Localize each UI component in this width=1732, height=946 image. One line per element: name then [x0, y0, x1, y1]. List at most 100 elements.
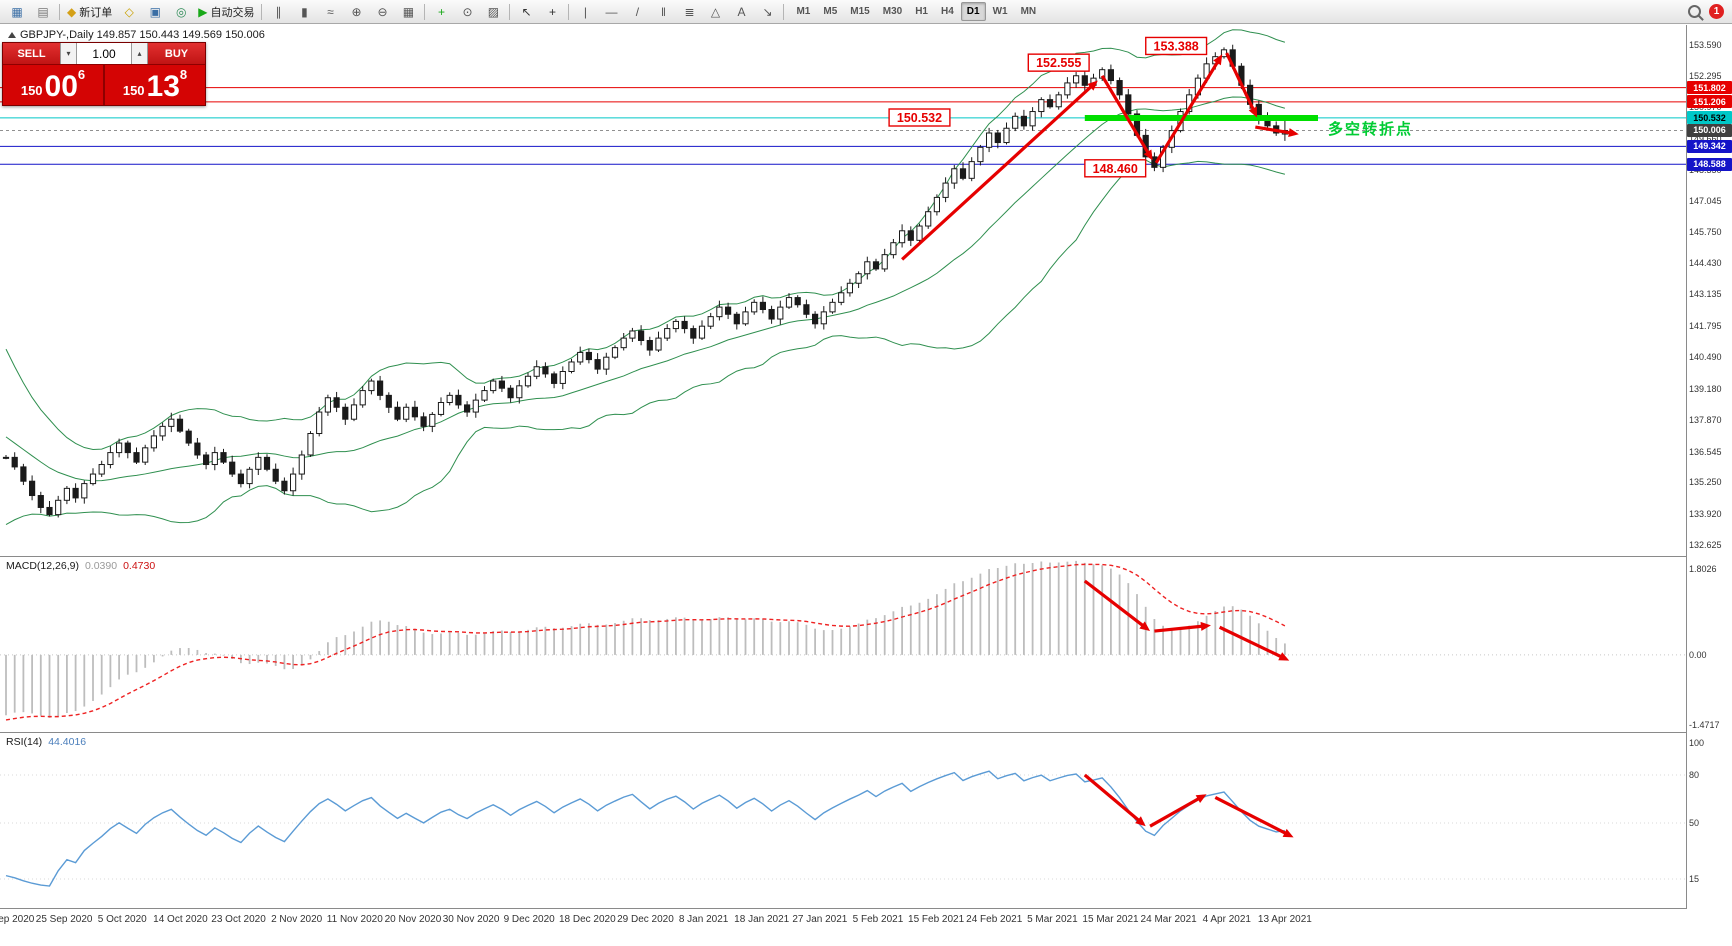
- cursor-button[interactable]: ↖: [513, 1, 539, 23]
- date-label: 23 Oct 2020: [211, 914, 266, 925]
- crosshair-button[interactable]: +: [539, 1, 565, 23]
- toolbar-separator: [509, 3, 511, 20]
- toolbar-separator: [783, 3, 785, 20]
- templates-icon: ▨: [487, 4, 500, 19]
- toolbar-right: 1: [1688, 4, 1728, 19]
- timeframe-w1[interactable]: W1: [992, 6, 1008, 17]
- panel-divider[interactable]: [0, 556, 1732, 557]
- buy-price-sup: 8: [179, 67, 188, 82]
- svg-text:153.388: 153.388: [1154, 39, 1199, 53]
- date-label: 9 Dec 2020: [503, 914, 555, 925]
- price-tick: 152.295: [1689, 70, 1722, 81]
- toolbar-separator: [424, 3, 426, 20]
- notification-badge[interactable]: 1: [1709, 4, 1724, 19]
- price-chart-canvas[interactable]: 152.555 153.388 150.532 148.460: [0, 25, 1686, 556]
- date-label: 16 Sep 2020: [0, 914, 35, 925]
- chart-line-icon: ≈: [327, 4, 334, 19]
- rsi-panel-canvas[interactable]: [0, 733, 1686, 908]
- arrows-button[interactable]: ↘: [754, 1, 780, 23]
- tile-windows-button[interactable]: ▦: [395, 1, 421, 23]
- chart-candles-icon: ▮: [301, 4, 308, 19]
- date-label: 18 Dec 2020: [558, 914, 616, 925]
- price-tick: 153.590: [1689, 40, 1722, 50]
- date-label: 2 Nov 2020: [271, 914, 323, 925]
- text-button[interactable]: A: [728, 1, 754, 23]
- price-tick: 147.045: [1689, 196, 1722, 207]
- zoom-in-button[interactable]: ⊕: [343, 1, 369, 23]
- toolbar-buttons: ▦ ▤ ◆ 新订单 ◇ ▣ ◎ ▶ 自动交易 ∥ ▮ ≈ ⊕ ⊖ ▦ + ⊙ ▨ ↖ + | — / ‖ ≣ △ A ↘: [4, 1, 787, 23]
- date-label: 18 Jan 2021: [734, 914, 790, 925]
- shapes-button[interactable]: △: [702, 1, 728, 23]
- sell-price[interactable]: 150 00 6: [3, 65, 103, 105]
- timeframe-m5[interactable]: M5: [823, 6, 838, 17]
- panel-divider: [0, 908, 1732, 909]
- symbol-ohlc-text: GBPJPY-,Daily 149.857 150.443 149.569 15…: [20, 29, 265, 41]
- fibonacci-icon: ≣: [684, 4, 695, 19]
- panel-divider[interactable]: [0, 732, 1732, 733]
- indicators-button[interactable]: +: [428, 1, 454, 23]
- timeframe-h4[interactable]: H4: [940, 6, 954, 17]
- price-tick: 135.250: [1689, 477, 1722, 488]
- date-label: 5 Mar 2021: [1027, 914, 1078, 925]
- sell-button[interactable]: SELL: [3, 43, 60, 64]
- trendline-button[interactable]: /: [624, 1, 650, 23]
- chart-line-button[interactable]: ≈: [317, 1, 343, 23]
- new-chart-button[interactable]: ▦: [4, 1, 30, 23]
- profiles-icon: ▤: [37, 4, 49, 19]
- buy-price[interactable]: 150 13 8: [105, 65, 205, 105]
- horizontal-line-icon: —: [605, 4, 618, 19]
- channel-button[interactable]: ‖: [650, 1, 676, 23]
- price-tick: 133.920: [1689, 509, 1722, 520]
- autotrading-button[interactable]: ▶ 自动交易: [194, 1, 258, 23]
- strategy-tester-button[interactable]: ◎: [168, 1, 194, 23]
- sell-price-prefix: 150: [20, 83, 43, 99]
- volume-decrease-button[interactable]: ▾: [60, 43, 77, 64]
- chart-bars-button[interactable]: ∥: [265, 1, 291, 23]
- volume-increase-button[interactable]: ▴: [131, 43, 148, 64]
- vertical-line-icon: |: [583, 4, 588, 19]
- date-label: 8 Jan 2021: [678, 914, 729, 925]
- price-axis[interactable]: 153.590152.295150.970149.660148.350147.0…: [1687, 25, 1732, 909]
- volume-input[interactable]: 1.00: [77, 43, 131, 64]
- toolbar-separator: [568, 3, 570, 20]
- buy-button[interactable]: BUY: [148, 43, 205, 64]
- templates-button[interactable]: ▨: [480, 1, 506, 23]
- chart-candles-button[interactable]: ▮: [291, 1, 317, 23]
- date-label: 30 Nov 2020: [442, 914, 500, 925]
- date-label: 5 Feb 2021: [852, 914, 904, 925]
- macd-tick: 0.00: [1689, 649, 1707, 660]
- timeframe-d1[interactable]: D1: [960, 2, 986, 21]
- cursor-icon: ↖: [521, 4, 532, 19]
- autotrading-icon: ▶: [198, 4, 208, 19]
- timeframe-h1[interactable]: H1: [915, 6, 928, 17]
- horizontal-line-button[interactable]: —: [598, 1, 624, 23]
- timeframe-m1[interactable]: M1: [796, 6, 811, 17]
- buy-price-prefix: 150: [122, 83, 145, 99]
- timeframe-m15[interactable]: M15: [850, 6, 870, 17]
- timeframe-mn[interactable]: MN: [1020, 6, 1037, 17]
- terminal-button[interactable]: ▣: [142, 1, 168, 23]
- zoom-out-button[interactable]: ⊖: [369, 1, 395, 23]
- date-label: 4 Apr 2021: [1202, 914, 1251, 925]
- macd-tick: -1.4717: [1689, 720, 1720, 730]
- fibonacci-button[interactable]: ≣: [676, 1, 702, 23]
- date-label: 13 Apr 2021: [1257, 914, 1312, 925]
- metaeditor-button[interactable]: ◇: [116, 1, 142, 23]
- new-chart-icon: ▦: [11, 4, 23, 19]
- periods-icon: ⊙: [462, 4, 473, 19]
- search-icon[interactable]: [1688, 5, 1701, 18]
- date-label: 15 Feb 2021: [908, 914, 965, 925]
- periods-button[interactable]: ⊙: [454, 1, 480, 23]
- timeframe-m30[interactable]: M30: [882, 6, 903, 17]
- vertical-line-button[interactable]: |: [572, 1, 598, 23]
- toolbar: ▦ ▤ ◆ 新订单 ◇ ▣ ◎ ▶ 自动交易 ∥ ▮ ≈ ⊕ ⊖ ▦ + ⊙ ▨ ↖ + | — / ‖ ≣ △ A ↘ M1 M5 M1…: [0, 0, 1732, 24]
- price-tick: 137.870: [1689, 414, 1722, 425]
- price-callout: 148.460: [1084, 159, 1147, 178]
- new-order-button[interactable]: ◆ 新订单: [63, 1, 116, 23]
- price-callout: 152.555: [1027, 53, 1090, 72]
- profiles-button[interactable]: ▤: [30, 1, 56, 23]
- price-tick: 143.135: [1689, 289, 1722, 300]
- macd-panel-canvas[interactable]: [0, 557, 1686, 732]
